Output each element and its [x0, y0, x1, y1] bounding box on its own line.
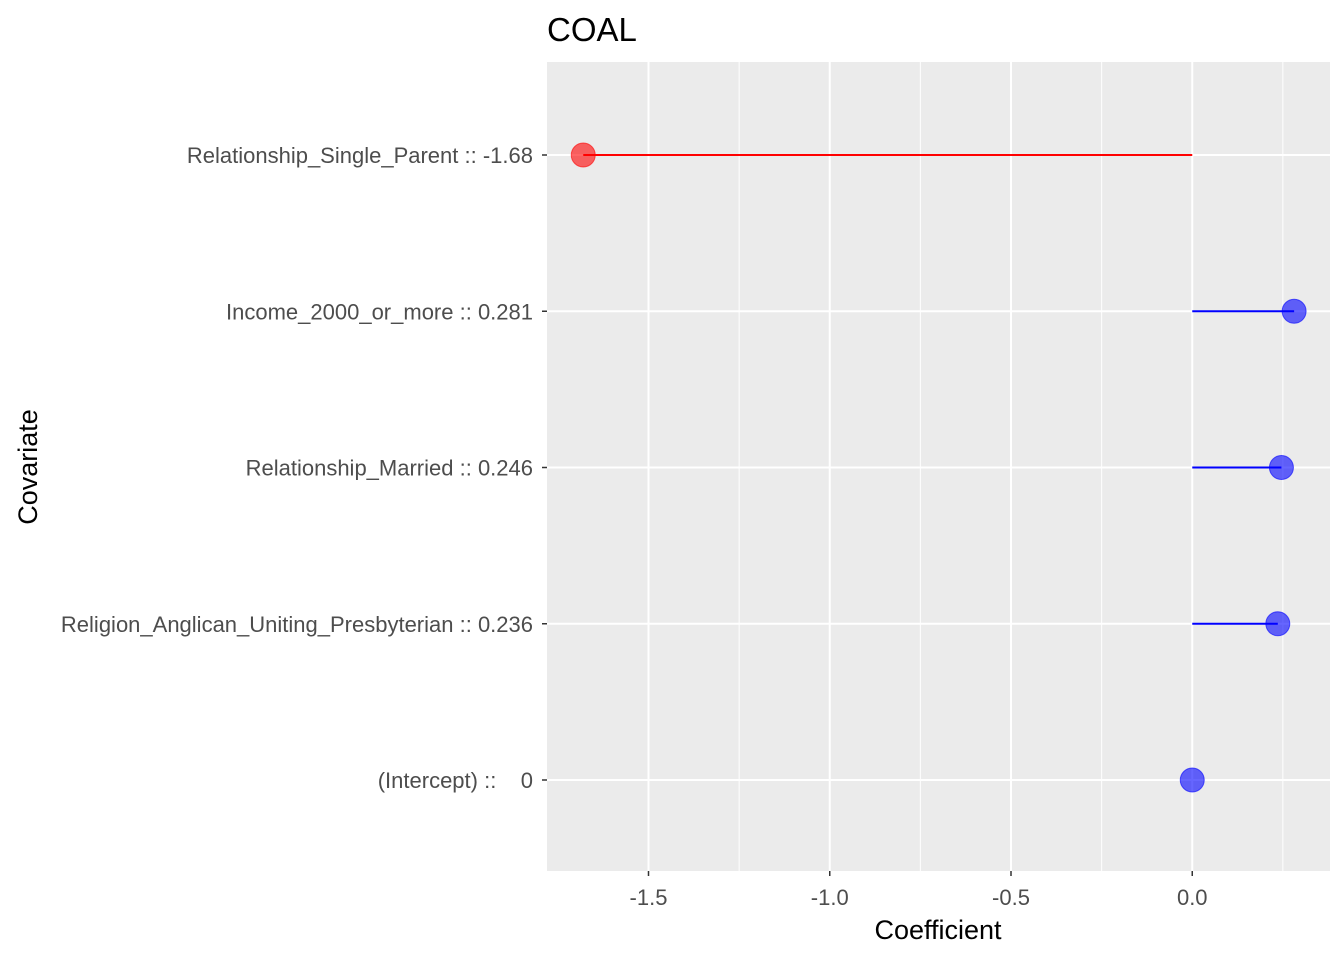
- coefficient-point: [1179, 767, 1205, 793]
- x-tick-label: -1.0: [811, 885, 849, 910]
- coefficient-point: [1281, 298, 1307, 324]
- y-tick-label: (Intercept) :: 0: [378, 768, 533, 793]
- x-tick-label: -0.5: [992, 885, 1030, 910]
- x-axis-ticks: -1.5 -1.0 -0.5 0.0: [630, 871, 1208, 910]
- chart-title: COAL: [547, 11, 637, 48]
- y-axis-title: Covariate: [13, 409, 43, 525]
- segments: [583, 154, 1295, 625]
- y-tick-label: Income_2000_or_more :: 0.281: [226, 299, 533, 324]
- x-tick-label: -1.5: [630, 885, 668, 910]
- points: [570, 142, 1307, 793]
- y-tick-label: Religion_Anglican_Uniting_Presbyterian :…: [61, 612, 533, 637]
- y-tick-label: Relationship_Married :: 0.246: [246, 456, 533, 481]
- coefficient-point: [570, 142, 596, 168]
- coefficient-point: [1268, 455, 1294, 480]
- y-tick-label: Relationship_Single_Parent :: -1.68: [187, 143, 533, 168]
- x-tick-label: 0.0: [1177, 885, 1208, 910]
- y-axis-ticks: Relationship_Single_Parent :: -1.68Incom…: [61, 143, 547, 793]
- x-axis-title: Coefficient: [874, 915, 1002, 945]
- coefficient-point: [1265, 611, 1291, 637]
